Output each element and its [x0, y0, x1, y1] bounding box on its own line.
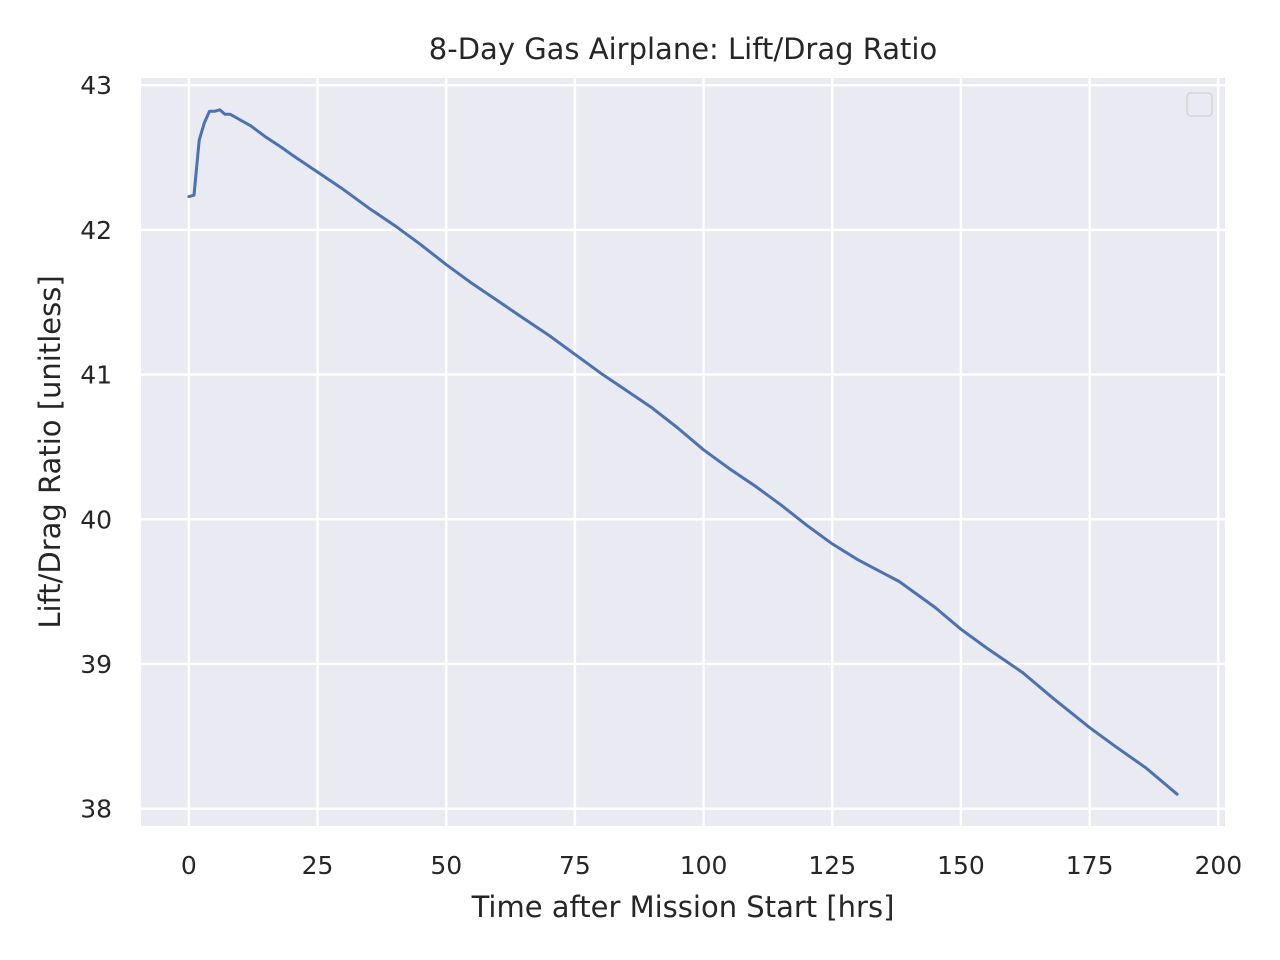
x-tick-label: 200	[1194, 851, 1242, 880]
x-tick-label: 125	[808, 851, 856, 880]
legend-box	[1186, 92, 1213, 117]
y-tick-label: 43	[80, 71, 112, 100]
x-axis-label: Time after Mission Start [hrs]	[471, 890, 895, 924]
y-axis-label: Lift/Drag Ratio [unitless]	[33, 275, 67, 628]
plot-background	[141, 78, 1225, 826]
y-tick-labels: 38 39 40 41 42 43	[80, 71, 112, 823]
horizontal-grid-lines	[141, 84, 1225, 810]
y-tick-label: 38	[80, 795, 112, 824]
vertical-grid-lines	[187, 78, 1220, 826]
series-layer	[187, 108, 1179, 796]
x-tick-label: 0	[181, 851, 197, 880]
x-tick-label: 100	[680, 851, 728, 880]
x-tick-label: 175	[1066, 851, 1114, 880]
x-tick-label: 25	[302, 851, 334, 880]
y-tick-label: 42	[80, 216, 112, 245]
x-tick-label: 50	[430, 851, 462, 880]
y-tick-label: 40	[80, 505, 112, 534]
chart-title: 8-Day Gas Airplane: Lift/Drag Ratio	[429, 32, 937, 66]
series-line	[187, 108, 1179, 796]
x-tick-label: 75	[559, 851, 591, 880]
y-tick-label: 39	[80, 650, 112, 679]
y-tick-label: 41	[80, 361, 112, 390]
x-tick-labels: 0 25 50 75 100 125 150 175 200	[181, 851, 1242, 880]
x-tick-label: 150	[937, 851, 985, 880]
